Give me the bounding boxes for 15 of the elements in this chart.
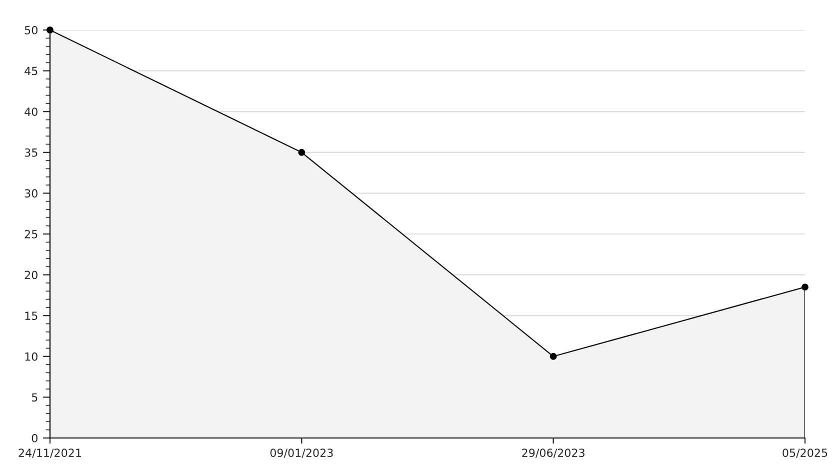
y-tick-label: 20 (24, 270, 38, 280)
y-tick-label: 30 (24, 189, 38, 198)
y-tick-label: 25 (24, 230, 38, 238)
y-tick-label: 10 (25, 352, 38, 361)
y-tick-label: 45 (24, 66, 38, 76)
x-tick-label: 05/2025 (782, 448, 828, 458)
y-tick-label: 40 (24, 108, 38, 116)
y-tick-label: 35 (24, 148, 38, 157)
x-tick-label: 09/01/2023 (270, 448, 333, 458)
y-tick-label: 50 (24, 26, 38, 34)
y-tick-label: 0 (32, 434, 38, 442)
y-tick-label: 15 (25, 312, 38, 320)
y-tick-label: 5 (32, 393, 38, 402)
x-tick-label: 24/11/2021 (18, 448, 81, 458)
x-tick-label: 29/06/2023 (522, 448, 584, 458)
